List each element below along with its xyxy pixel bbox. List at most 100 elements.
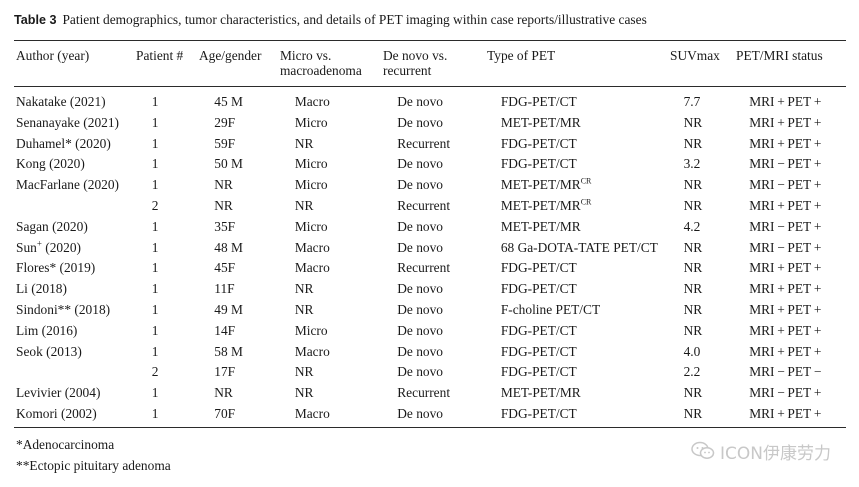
cell-patient: 1 xyxy=(152,134,215,155)
cell-denovo-recurrent-text: De novo xyxy=(397,301,443,317)
cell-suvmax: 3.2 xyxy=(684,154,750,175)
cell-age-gender-text: NR xyxy=(214,197,233,213)
cell-patient: 1 xyxy=(152,258,215,279)
cell-micro-macro: NR xyxy=(295,134,397,155)
cell-micro-macro: NR xyxy=(295,383,397,404)
cell-micro-macro: Macro xyxy=(295,258,397,279)
cell-author-text: Komori (2002) xyxy=(16,405,97,421)
cell-denovo-recurrent-text: De novo xyxy=(397,239,443,255)
cell-author: Senanayake (2021) xyxy=(0,113,152,134)
header-suv: SUVmax xyxy=(670,48,720,63)
cell-pet-type: 68 Ga-DOTA-TATE PET/CT xyxy=(501,238,684,259)
cell-pet-mri-status-text: MRI + PET + xyxy=(749,260,822,276)
cell-micro-macro: NR xyxy=(295,279,397,300)
cell-patient: 1 xyxy=(152,92,215,113)
cell-patient: 2 xyxy=(152,362,215,383)
table-row: Komori (2002) 1 70F Macro De novo FDG-PET/CT N… xyxy=(0,404,859,425)
cell-denovo-recurrent: De novo xyxy=(397,175,501,196)
cell-micro-macro-text: NR xyxy=(294,281,314,297)
cell-pet-type-text: MET-PET/MR xyxy=(500,385,581,401)
cell-age-gender: NR xyxy=(214,196,295,217)
cell-author: MacFarlane (2020) xyxy=(0,175,152,196)
cell-pet-mri-status: MRI + PET + xyxy=(749,300,859,321)
cell-pet-mri-status-text: MRI + PET + xyxy=(749,343,822,359)
cell-denovo-recurrent: De novo xyxy=(397,92,501,113)
cell-suvmax: 4.2 xyxy=(684,217,750,238)
cell-pet-type: F-choline PET/CT xyxy=(501,300,684,321)
header-micro-macro: Micro vs. macroadenoma xyxy=(280,48,362,78)
cell-micro-macro-text: Macro xyxy=(294,260,330,276)
table-row: Lim (2016) 1 14F Micro De novo FDG-PET/CT NR MR… xyxy=(0,321,859,342)
cell-denovo-recurrent-text: Recurrent xyxy=(397,385,451,401)
cell-author-text: Nakatake (2021) xyxy=(16,94,106,109)
cell-denovo-recurrent: Recurrent xyxy=(397,383,501,404)
cell-pet-mri-status-text: MRI − PET + xyxy=(749,385,822,401)
cell-micro-macro: NR xyxy=(295,196,397,217)
cell-suvmax: NR xyxy=(684,404,750,425)
header-pet-type: Type of PET xyxy=(487,48,556,63)
header-micro-macro-line2: macroadenoma xyxy=(280,63,362,78)
cell-author-text: Kong (2020) xyxy=(16,156,85,172)
cell-author-text: Seok (2013) xyxy=(16,343,82,359)
header-patient: Patient # xyxy=(136,48,184,63)
cell-micro-macro-text: Macro xyxy=(294,405,330,421)
cell-denovo-recurrent: De novo xyxy=(397,154,501,175)
author-superscript: + xyxy=(36,238,42,249)
cell-denovo-recurrent: De novo xyxy=(397,300,501,321)
cell-pet-type: FDG-PET/CT xyxy=(501,279,684,300)
cell-micro-macro: Macro xyxy=(295,404,397,425)
cell-age-gender: 14F xyxy=(214,321,295,342)
cell-pet-mri-status-text: MRI + PET + xyxy=(749,94,822,109)
cell-suvmax-text: NR xyxy=(683,385,703,401)
cell-pet-mri-status: MRI − PET + xyxy=(749,175,859,196)
cell-denovo-recurrent: De novo xyxy=(397,321,501,342)
cell-patient: 1 xyxy=(152,154,215,175)
cell-suvmax: NR xyxy=(684,238,750,259)
cell-author: Nakatake (2021) xyxy=(0,92,152,113)
cell-patient-text: 1 xyxy=(151,135,159,151)
pet-superscript: CR xyxy=(580,197,592,207)
cell-patient-text: 1 xyxy=(151,385,159,401)
cell-author-text: Sun xyxy=(16,239,37,255)
cell-suvmax-text: NR xyxy=(683,114,703,130)
cell-micro-macro: Macro xyxy=(295,238,397,259)
cell-author: Sindoni** (2018) xyxy=(0,300,152,321)
cell-pet-mri-status: MRI + PET + xyxy=(749,258,859,279)
cell-suvmax-text: NR xyxy=(683,281,703,297)
cell-pet-type-text: FDG-PET/CT xyxy=(500,343,577,359)
table-caption: Table 3 Patient demographics, tumor chara… xyxy=(14,12,647,28)
cell-pet-mri-status: MRI + PET + xyxy=(749,196,859,217)
cell-denovo-recurrent: De novo xyxy=(397,404,501,425)
cell-author: Komori (2002) xyxy=(0,404,152,425)
footnote-adenocarcinoma: *Adenocarcinoma xyxy=(16,437,115,452)
cell-age-gender: 48 M xyxy=(214,238,295,259)
cell-patient: 1 xyxy=(152,238,215,259)
cell-pet-type: MET-PET/MR xyxy=(501,383,684,404)
cell-pet-type-text: MET-PET/MR xyxy=(500,197,581,213)
pet-superscript: CR xyxy=(580,176,592,186)
cell-pet-type-text: FDG-PET/CT xyxy=(500,260,577,276)
header-micro-macro-line1: Micro vs. xyxy=(280,48,332,63)
cell-suvmax: NR xyxy=(684,134,750,155)
cell-denovo-recurrent: Recurrent xyxy=(397,134,501,155)
cell-age-gender-text: 70F xyxy=(214,405,236,421)
cell-age-gender: 70F xyxy=(214,404,295,425)
cell-patient-text: 1 xyxy=(151,322,159,338)
cell-age-gender-text: 11F xyxy=(214,281,235,297)
cell-age-gender-text: 17F xyxy=(214,364,236,380)
cell-suvmax: NR xyxy=(684,196,750,217)
cell-micro-macro-text: Macro xyxy=(294,94,330,109)
cell-micro-macro-text: Micro xyxy=(294,156,328,172)
cell-suvmax: NR xyxy=(684,113,750,134)
cell-patient-text: 1 xyxy=(151,156,159,172)
table-row: Senanayake (2021) 1 29F Micro De novo MET-PET… xyxy=(0,113,859,134)
cell-micro-macro: NR xyxy=(295,362,397,383)
cell-denovo-recurrent: De novo xyxy=(397,279,501,300)
cell-micro-macro-text: Macro xyxy=(294,343,330,359)
bottom-rule xyxy=(14,427,846,428)
cell-suvmax-text: 7.7 xyxy=(683,94,701,109)
cell-patient-text: 1 xyxy=(151,405,159,421)
cell-pet-type-text: MET-PET/MR xyxy=(500,218,581,234)
cell-author-text: Duhamel* (2020) xyxy=(16,135,111,151)
cell-age-gender-text: 14F xyxy=(214,322,236,338)
